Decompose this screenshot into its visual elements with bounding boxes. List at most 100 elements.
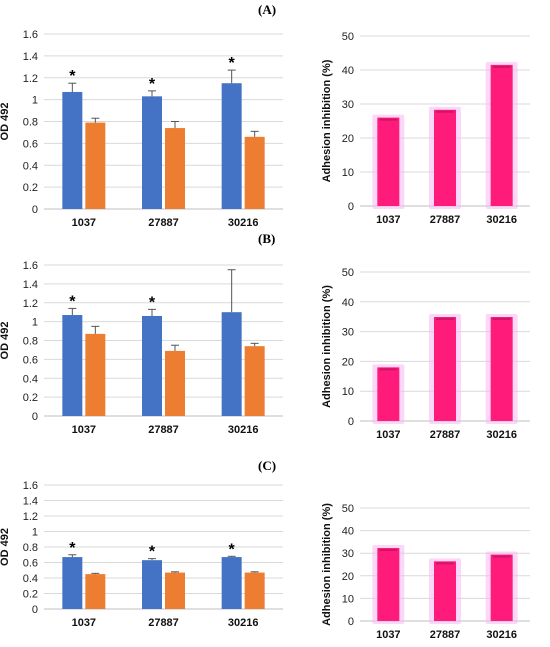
- bar-series-1: [62, 315, 83, 416]
- y-axis-label: OD 492: [0, 103, 11, 141]
- bar-top-edge: [492, 65, 511, 68]
- y-tick-label: 40: [342, 65, 354, 77]
- y-axis-label: Adhesion inhibition (%): [321, 503, 333, 626]
- bar-series-2: [85, 574, 106, 609]
- bar-series-1: [221, 312, 242, 416]
- y-tick-label: 1.2: [23, 73, 38, 85]
- y-tick-label: 0.4: [23, 160, 38, 172]
- significance-star: *: [229, 541, 236, 558]
- y-axis-label: OD 492: [0, 528, 11, 566]
- bar-inhibition: [434, 561, 456, 621]
- bar-top-edge: [379, 118, 398, 121]
- x-tick-label: 27887: [430, 214, 461, 226]
- bar-series-1: [221, 83, 242, 209]
- bar-series-2: [85, 122, 106, 209]
- y-tick-label: 10: [342, 167, 354, 179]
- y-tick-label: 0.6: [23, 138, 38, 150]
- y-tick-label: 20: [342, 571, 354, 583]
- bar-top-edge: [436, 317, 454, 320]
- y-tick-label: 0: [32, 204, 38, 216]
- bar-top-edge: [436, 110, 454, 113]
- y-tick-label: 1.4: [23, 51, 38, 63]
- bar-series-2: [244, 136, 265, 209]
- bar-series-2: [165, 128, 185, 209]
- y-tick-label: 0.6: [23, 558, 38, 570]
- panel-label-b: (B): [258, 231, 276, 246]
- y-tick-label: 0.6: [23, 354, 38, 366]
- x-tick-label: 30216: [228, 424, 259, 436]
- significance-star: *: [149, 544, 156, 561]
- y-tick-label: 0.4: [23, 373, 38, 385]
- x-tick-label: 30216: [228, 217, 259, 229]
- significance-star: *: [69, 540, 76, 557]
- chart-A-od: 0 0.2 0.4 0.6 0.8 1 1.2 1.4 1.6 OD 492 1037 27887 30…: [0, 29, 283, 229]
- y-tick-label: 0: [348, 201, 354, 213]
- bar-inhibition: [434, 316, 456, 421]
- bar-series-1: [142, 315, 162, 416]
- panel-label-c: (C): [258, 458, 277, 473]
- x-tick-label: 1037: [72, 217, 96, 229]
- y-tick-label: 1.6: [23, 480, 38, 492]
- bar-top-edge: [436, 562, 454, 565]
- x-tick-label: 30216: [228, 617, 259, 629]
- y-tick-label: 10: [342, 386, 354, 398]
- bar-series-1: [142, 96, 162, 209]
- bar-inhibition: [490, 64, 513, 207]
- y-tick-label: 0: [348, 416, 354, 428]
- y-tick-label: 0.8: [23, 542, 38, 554]
- x-tick-label: 27887: [148, 424, 179, 436]
- bar-inhibition: [377, 367, 400, 421]
- bar-series-2: [85, 333, 106, 416]
- bar-series-1: [221, 557, 242, 609]
- y-tick-label: 10: [342, 593, 354, 605]
- y-tick-label: 0: [32, 604, 38, 616]
- bar-series-2: [165, 572, 185, 609]
- y-tick-label: 20: [342, 356, 354, 368]
- y-tick-label: 0: [348, 616, 354, 628]
- x-tick-label: 30216: [486, 429, 517, 441]
- y-tick-label: 0.8: [23, 336, 38, 348]
- bar-top-edge: [492, 317, 511, 320]
- bar-top-edge: [379, 549, 398, 552]
- significance-star: *: [69, 293, 76, 310]
- x-tick-label: 27887: [430, 429, 461, 441]
- y-tick-label: 30: [342, 548, 354, 560]
- y-tick-label: 0.2: [23, 392, 38, 404]
- bar-top-edge: [492, 555, 511, 558]
- x-tick-label: 27887: [430, 629, 461, 641]
- y-tick-label: 1: [32, 317, 38, 329]
- y-tick-label: 30: [342, 99, 354, 111]
- bar-top-edge: [379, 368, 398, 371]
- y-tick-label: 1: [32, 95, 38, 107]
- significance-star: *: [149, 76, 156, 93]
- y-tick-label: 0.8: [23, 117, 38, 129]
- x-tick-label: 1037: [72, 617, 96, 629]
- x-tick-label: 1037: [376, 429, 400, 441]
- bar-series-2: [165, 350, 185, 416]
- chart-C-inhibition: 0 10 20 30 40 50 Adhesion inhibition (%) 1037 27…: [321, 503, 530, 641]
- y-tick-label: 1: [32, 527, 38, 539]
- y-tick-label: 0.2: [23, 589, 38, 601]
- chart-B-inhibition: 0 10 20 30 40 50 Adhesion inhibition (%) 1037 27…: [321, 267, 530, 441]
- y-axis-label: Adhesion inhibition (%): [321, 285, 333, 408]
- chart-C-od: 0 0.2 0.4 0.6 0.8 1 1.2 1.4 1.6 OD 492 1037 27887 30…: [0, 480, 283, 629]
- x-tick-label: 30216: [486, 214, 517, 226]
- bar-inhibition: [377, 548, 400, 621]
- significance-star: *: [69, 68, 76, 85]
- bar-series-1: [62, 91, 83, 209]
- y-tick-label: 50: [342, 31, 354, 43]
- y-tick-label: 40: [342, 526, 354, 538]
- significance-star: *: [229, 55, 236, 72]
- y-tick-label: 1.2: [23, 298, 38, 310]
- bar-series-2: [244, 346, 265, 416]
- chart-A-inhibition: 0 10 20 30 40 50 Adhesion inhibition (%) 1037 27…: [321, 31, 530, 226]
- y-tick-label: 1.4: [23, 279, 38, 291]
- y-axis-label: OD 492: [0, 322, 11, 360]
- y-tick-label: 1.4: [23, 496, 38, 508]
- y-tick-label: 1.6: [23, 260, 38, 272]
- y-tick-label: 0.2: [23, 182, 38, 194]
- x-tick-label: 27887: [148, 617, 179, 629]
- panel-label-a: (A): [258, 2, 277, 17]
